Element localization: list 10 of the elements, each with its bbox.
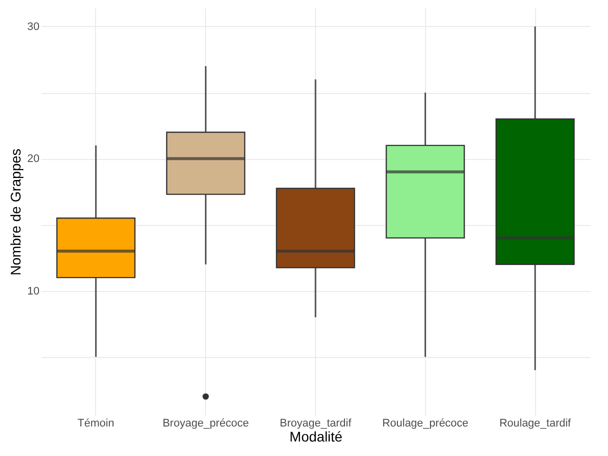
x-tick-label: Roulage_tardif	[499, 418, 572, 430]
x-tick-label: Roulage_précoce	[382, 418, 468, 430]
x-tick-label: Broyage_précoce	[162, 418, 249, 430]
y-tick-label: 10	[27, 285, 40, 298]
y-axis-title: Nombre de Grappes	[7, 148, 24, 276]
x-axis-title: Modalité	[290, 428, 343, 444]
y-tick-label: 20	[27, 153, 40, 166]
x-tick-label: Broyage_tardif	[280, 418, 352, 430]
y-tick-label: 30	[27, 21, 40, 33]
x-tick-label: Témoin	[78, 418, 114, 430]
